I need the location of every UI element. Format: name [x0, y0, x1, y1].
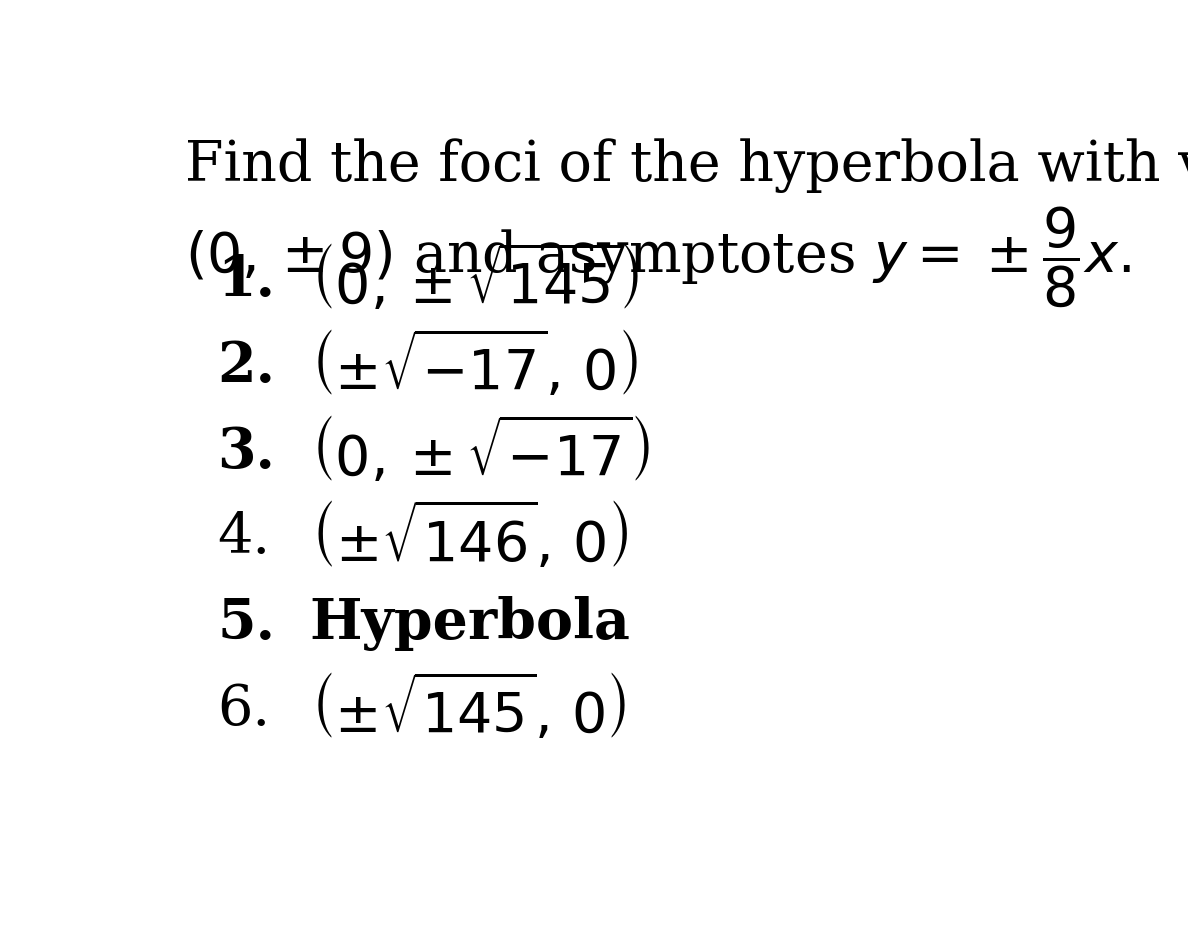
Text: 3.: 3.: [217, 425, 276, 480]
Text: 1.: 1.: [217, 253, 276, 308]
Text: 4.: 4.: [217, 511, 271, 565]
Text: 5.: 5.: [217, 596, 276, 651]
Text: $\left(0, \pm\sqrt{145}\right)$: $\left(0, \pm\sqrt{145}\right)$: [310, 244, 639, 316]
Text: $\left(\pm\sqrt{-17},\, 0\right)$: $\left(\pm\sqrt{-17},\, 0\right)$: [310, 330, 638, 402]
Text: Find the foci of the hyperbola with vertices: Find the foci of the hyperbola with vert…: [185, 139, 1188, 194]
Text: $\left(\pm\sqrt{145},\, 0\right)$: $\left(\pm\sqrt{145},\, 0\right)$: [310, 674, 626, 745]
Text: $\left(\pm\sqrt{146},\, 0\right)$: $\left(\pm\sqrt{146},\, 0\right)$: [310, 501, 627, 574]
Text: $\left(0, \pm\sqrt{-17}\right)$: $\left(0, \pm\sqrt{-17}\right)$: [310, 416, 650, 488]
Text: 2.: 2.: [217, 339, 276, 394]
Text: Hyperbola: Hyperbola: [310, 596, 631, 651]
Text: 6.: 6.: [217, 682, 271, 736]
Text: $(0, \pm9)$ and asymptotes $y = \pm\dfrac{9}{8}x.$: $(0, \pm9)$ and asymptotes $y = \pm\dfra…: [185, 204, 1131, 309]
